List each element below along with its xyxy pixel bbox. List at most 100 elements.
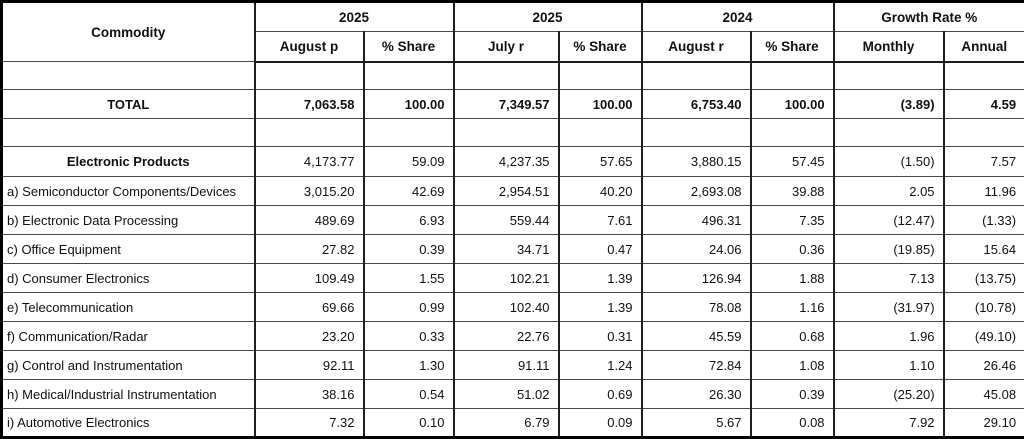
cell-value: 1.39 — [557, 292, 643, 322]
row-label: i) Automotive Electronics — [0, 408, 256, 438]
empty-cell — [640, 61, 752, 90]
spacer-row — [0, 61, 1024, 90]
row-label: c) Office Equipment — [0, 234, 256, 264]
cell-value: 11.96 — [942, 176, 1024, 206]
cell-value: 57.45 — [749, 146, 835, 177]
cell-value: 34.71 — [452, 234, 560, 264]
cell-value: 489.69 — [253, 205, 365, 235]
cell-value: 26.30 — [640, 379, 752, 409]
cell-value: 69.66 — [253, 292, 365, 322]
cell-value: (13.75) — [942, 263, 1024, 293]
column-header-annual: Annual — [942, 31, 1024, 63]
cell-value: 1.30 — [362, 350, 455, 380]
cell-value: 109.49 — [253, 263, 365, 293]
cell-value: 15.64 — [942, 234, 1024, 264]
cell-value: 1.16 — [749, 292, 835, 322]
cell-value: 496.31 — [640, 205, 752, 235]
cell-value: 100.00 — [362, 89, 455, 119]
group-row: Electronic Products 4,173.77 59.09 4,237.35… — [0, 146, 1024, 177]
cell-value: 57.65 — [557, 146, 643, 177]
cell-value: 2,693.08 — [640, 176, 752, 206]
row-label: d) Consumer Electronics — [0, 263, 256, 293]
cell-value: 39.88 — [749, 176, 835, 206]
cell-value: 0.69 — [557, 379, 643, 409]
table-header: Commodity 2025 2025 2024 Growth Rate % A… — [0, 1, 1024, 63]
column-group-growth-rate: Growth Rate % — [832, 1, 1024, 32]
column-group-2025-august: 2025 — [253, 1, 455, 32]
empty-cell — [253, 61, 365, 90]
cell-value: 559.44 — [452, 205, 560, 235]
cell-value: 45.08 — [942, 379, 1024, 409]
cell-value: 2,954.51 — [452, 176, 560, 206]
cell-value: 0.10 — [362, 408, 455, 438]
cell-value: 51.02 — [452, 379, 560, 409]
total-row: TOTAL 7,063.58 100.00 7,349.57 100.00 6,753.4… — [0, 89, 1024, 119]
header-month-row: August p % Share July r % Share August r… — [2, 31, 1024, 63]
empty-cell — [0, 118, 256, 147]
cell-value: 24.06 — [640, 234, 752, 264]
cell-value: 4,237.35 — [452, 146, 560, 177]
empty-cell — [942, 118, 1024, 147]
empty-cell — [0, 61, 256, 90]
cell-value: 0.99 — [362, 292, 455, 322]
cell-value: 102.21 — [452, 263, 560, 293]
row-label: h) Medical/Industrial Instrumentation — [0, 379, 256, 409]
cell-value: (49.10) — [942, 321, 1024, 351]
table-row: a) Semiconductor Components/Devices 3,015… — [0, 176, 1024, 206]
column-group-2024-august: 2024 — [640, 1, 835, 32]
empty-cell — [253, 118, 365, 147]
cell-value: 7,063.58 — [253, 89, 365, 119]
cell-value: 91.11 — [452, 350, 560, 380]
cell-value: 72.84 — [640, 350, 752, 380]
cell-value: 78.08 — [640, 292, 752, 322]
cell-value: 7,349.57 — [452, 89, 560, 119]
cell-value: 0.09 — [557, 408, 643, 438]
column-header-share-2: % Share — [557, 31, 643, 63]
empty-cell — [362, 61, 455, 90]
cell-value: (25.20) — [832, 379, 945, 409]
empty-cell — [832, 118, 945, 147]
table-row: g) Control and Instrumentation 92.11 1.30 9… — [0, 350, 1024, 380]
cell-value: 6.93 — [362, 205, 455, 235]
empty-cell — [452, 61, 560, 90]
cell-value: 7.13 — [832, 263, 945, 293]
cell-value: 0.36 — [749, 234, 835, 264]
cell-value: 0.54 — [362, 379, 455, 409]
cell-value: 100.00 — [749, 89, 835, 119]
row-label: g) Control and Instrumentation — [0, 350, 256, 380]
row-label: a) Semiconductor Components/Devices — [0, 176, 256, 206]
column-header-share-3: % Share — [749, 31, 835, 63]
cell-value: 1.55 — [362, 263, 455, 293]
cell-value: (31.97) — [832, 292, 945, 322]
empty-cell — [749, 118, 835, 147]
cell-value: 7.35 — [749, 205, 835, 235]
table-row: h) Medical/Industrial Instrumentation 38.… — [0, 379, 1024, 409]
table-row: f) Communication/Radar 23.20 0.33 22.76 0.31… — [0, 321, 1024, 351]
table-body: TOTAL 7,063.58 100.00 7,349.57 100.00 6,753.4… — [0, 61, 1024, 438]
header-year-row: Commodity 2025 2025 2024 Growth Rate % — [0, 1, 1024, 62]
cell-value: (1.50) — [832, 146, 945, 177]
cell-value: 2.05 — [832, 176, 945, 206]
empty-cell — [749, 61, 835, 90]
cell-value: 1.08 — [749, 350, 835, 380]
cell-value: 4.59 — [942, 89, 1024, 119]
cell-value: 40.20 — [557, 176, 643, 206]
cell-value: 59.09 — [362, 146, 455, 177]
column-group-2025-july: 2025 — [452, 1, 643, 32]
cell-value: 7.32 — [253, 408, 365, 438]
cell-value: 1.96 — [832, 321, 945, 351]
column-header-monthly: Monthly — [832, 31, 945, 63]
cell-value: 92.11 — [253, 350, 365, 380]
empty-cell — [640, 118, 752, 147]
cell-value: 5.67 — [640, 408, 752, 438]
cell-value: 27.82 — [253, 234, 365, 264]
row-label: Electronic Products — [0, 146, 256, 177]
cell-value: (1.33) — [942, 205, 1024, 235]
cell-value: 4,173.77 — [253, 146, 365, 177]
table-row: i) Automotive Electronics 7.32 0.10 6.79 0.0… — [0, 408, 1024, 438]
column-header-share-1: % Share — [362, 31, 455, 63]
cell-value: 3,015.20 — [253, 176, 365, 206]
cell-value: 7.92 — [832, 408, 945, 438]
cell-value: 126.94 — [640, 263, 752, 293]
